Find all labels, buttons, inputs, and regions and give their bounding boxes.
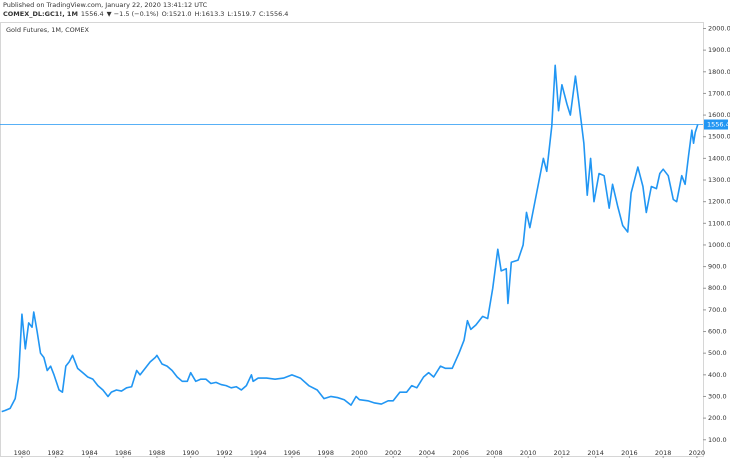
y-tick-label: 1300.0 <box>708 176 730 184</box>
x-tick-label: 1986 <box>115 449 132 457</box>
y-tick-label: 2000.0 <box>708 24 730 32</box>
x-tick-label: 1998 <box>317 449 334 457</box>
x-tick-label: 2008 <box>486 449 503 457</box>
y-tick-label: 1800.0 <box>708 68 730 76</box>
x-tick-label: 1980 <box>14 449 31 457</box>
y-tick-label: 1900.0 <box>708 46 730 54</box>
header-text: 1613.3 <box>202 10 225 18</box>
y-tick-label: 600.0 <box>708 328 727 336</box>
x-tick-label: 2002 <box>385 449 402 457</box>
y-tick-label: 1400.0 <box>708 154 730 162</box>
price-line <box>1 64 699 413</box>
header-text: O: <box>162 10 169 18</box>
y-tick-label: 200.0 <box>708 414 727 422</box>
last-price-label: 1556.4 <box>707 121 730 129</box>
x-tick-label: 2018 <box>655 449 672 457</box>
y-tick-label: 1600.0 <box>708 111 730 119</box>
y-tick-label: 900.0 <box>708 263 727 271</box>
x-tick-label: 2016 <box>621 449 638 457</box>
plot-frame <box>0 22 704 457</box>
x-tick-label: 2020 <box>689 449 706 457</box>
x-tick-label: 1982 <box>47 449 64 457</box>
y-tick-label: 500.0 <box>708 349 727 357</box>
x-tick-label: 1988 <box>149 449 166 457</box>
y-tick-label: 1100.0 <box>708 219 730 227</box>
y-tick-label: 100.0 <box>708 436 727 444</box>
x-tick-label: 1994 <box>250 449 267 457</box>
header-text: 1556.4 <box>81 10 104 18</box>
chart-title: Gold Futures, 1M, COMEX <box>6 26 89 34</box>
header-text: 1521.0 <box>169 10 192 18</box>
y-tick-label: 400.0 <box>708 371 727 379</box>
last-price-box <box>704 119 728 130</box>
y-tick-label: 1700.0 <box>708 89 730 97</box>
y-tick-label: 700.0 <box>708 306 727 314</box>
header-text: L: <box>227 10 233 18</box>
y-tick-label: 800.0 <box>708 284 727 292</box>
x-tick-label: 1990 <box>182 449 199 457</box>
header-text: COMEX_DL:GC1!, 1M <box>3 10 78 18</box>
x-tick-label: 1984 <box>81 449 98 457</box>
x-tick-label: 2004 <box>419 449 436 457</box>
x-tick-label: 1996 <box>284 449 301 457</box>
y-tick-label: 1500.0 <box>708 133 730 141</box>
x-tick-label: 2006 <box>452 449 469 457</box>
y-tick-label: 300.0 <box>708 392 727 400</box>
x-tick-label: 2010 <box>520 449 537 457</box>
symbol-line: COMEX_DL:GC1!, 1M 1556.4 ▼ −1.5 (−0.1%) O: 1… <box>3 10 288 18</box>
header-text: C: <box>259 10 266 18</box>
header-text: 1556.4 <box>266 10 289 18</box>
x-tick-label: 2012 <box>554 449 571 457</box>
header-text: H: <box>195 10 202 18</box>
y-tick-label: 1200.0 <box>708 198 730 206</box>
header-text: 1519.7 <box>233 10 256 18</box>
published: Published on TradingView.com, January 22… <box>3 1 208 9</box>
y-tick-label: 1000.0 <box>708 241 730 249</box>
header-text: ▼ −1.5 (−0.1%) <box>107 10 159 18</box>
x-tick-label: 2014 <box>587 449 604 457</box>
x-tick-label: 1992 <box>216 449 233 457</box>
x-tick-label: 2000 <box>351 449 368 457</box>
